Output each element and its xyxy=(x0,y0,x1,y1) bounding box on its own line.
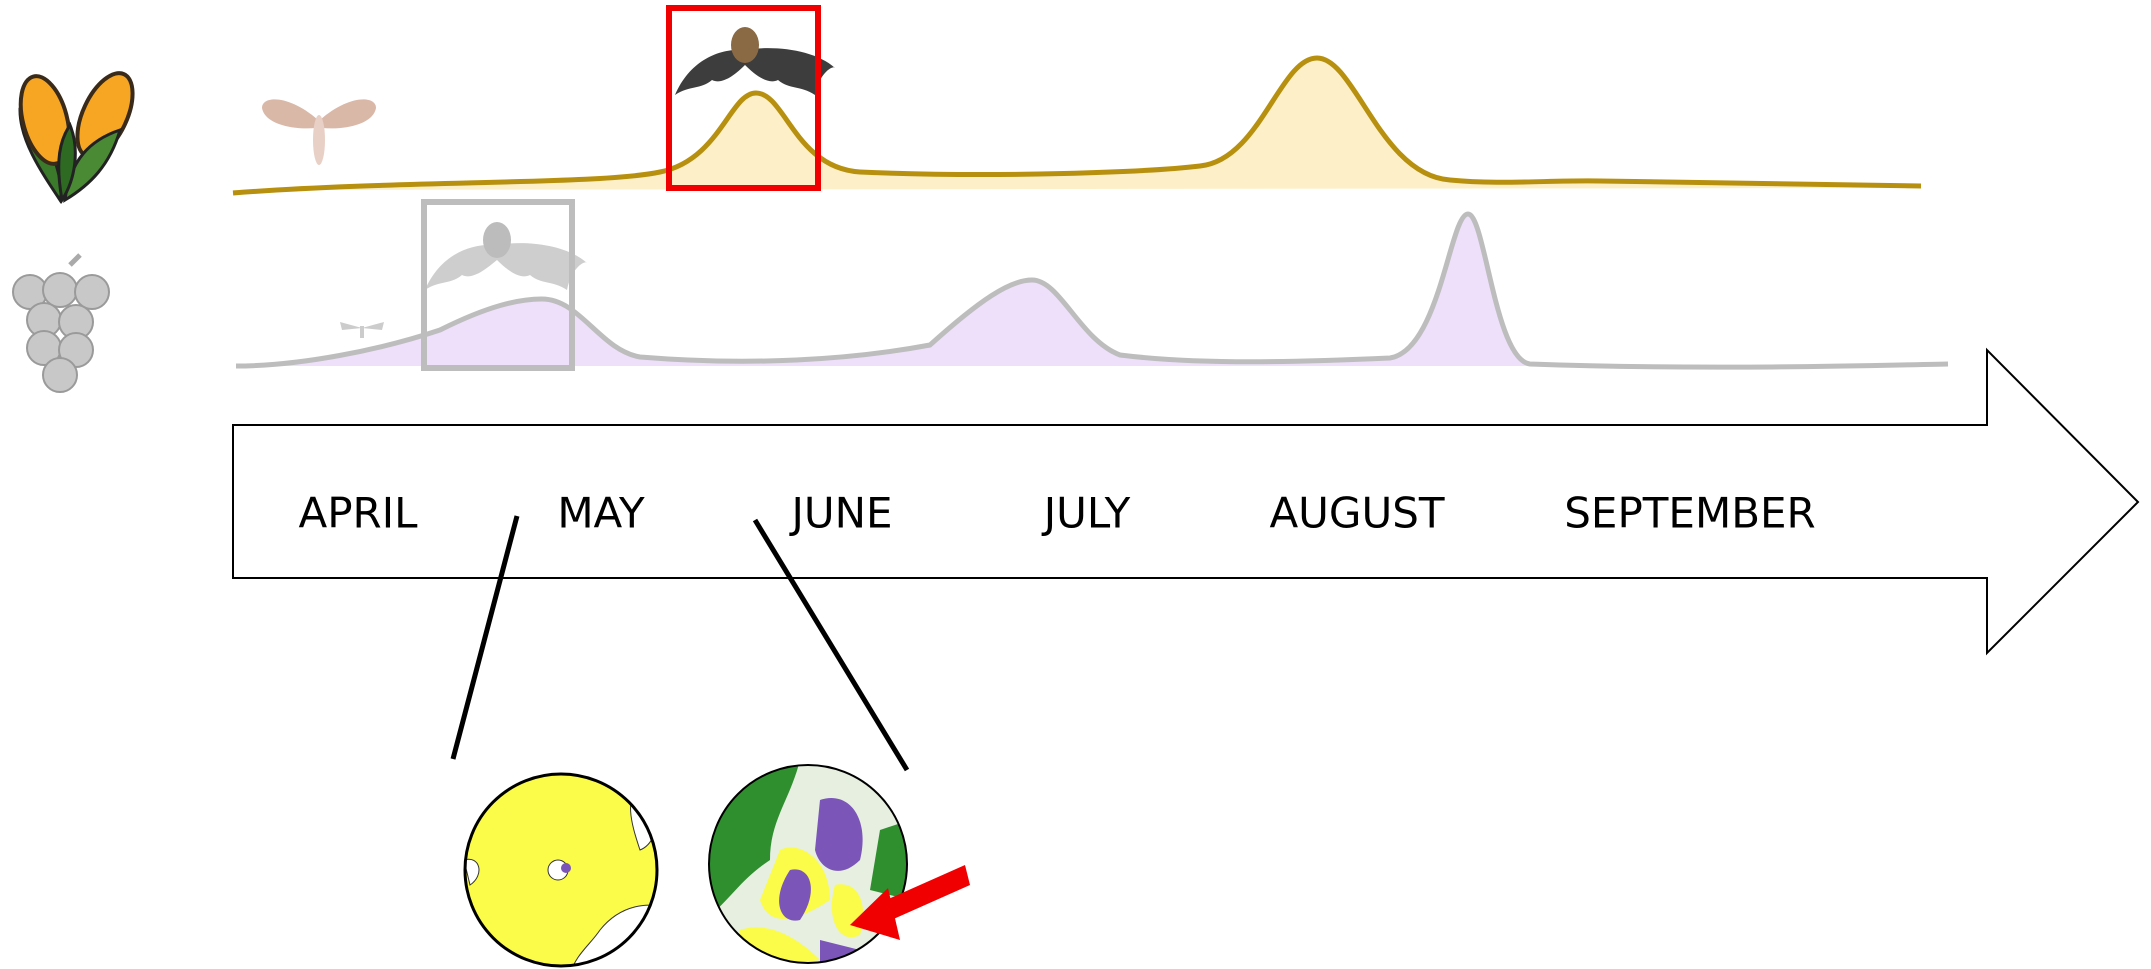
month-label: AUGUST xyxy=(1269,489,1444,538)
bat-icon-faded xyxy=(425,222,587,290)
bat-icon xyxy=(675,27,835,95)
moth-icon xyxy=(262,99,376,165)
zoom-line xyxy=(752,518,910,772)
month-label: MAY xyxy=(557,489,645,538)
corn-icon xyxy=(18,71,135,205)
month-label: JULY xyxy=(1041,489,1131,538)
map-border xyxy=(463,772,659,968)
map-border xyxy=(708,764,908,964)
map-may xyxy=(465,774,657,966)
moth-icon-small xyxy=(340,322,384,338)
month-label: APRIL xyxy=(298,489,418,538)
map-june xyxy=(709,765,907,963)
month-label: JUNE xyxy=(788,489,892,538)
pointer-arrow xyxy=(850,865,970,940)
corn-curve xyxy=(232,55,1922,196)
highlight-box xyxy=(666,5,821,191)
grape-curve xyxy=(235,211,1949,370)
grape-icon xyxy=(12,253,110,393)
month-label: SEPTEMBER xyxy=(1564,489,1816,538)
grape-curve-fill xyxy=(236,214,1530,366)
zoom-line xyxy=(450,515,520,760)
highlight-box-faded xyxy=(421,199,575,371)
timeline-arrow xyxy=(232,347,2140,656)
